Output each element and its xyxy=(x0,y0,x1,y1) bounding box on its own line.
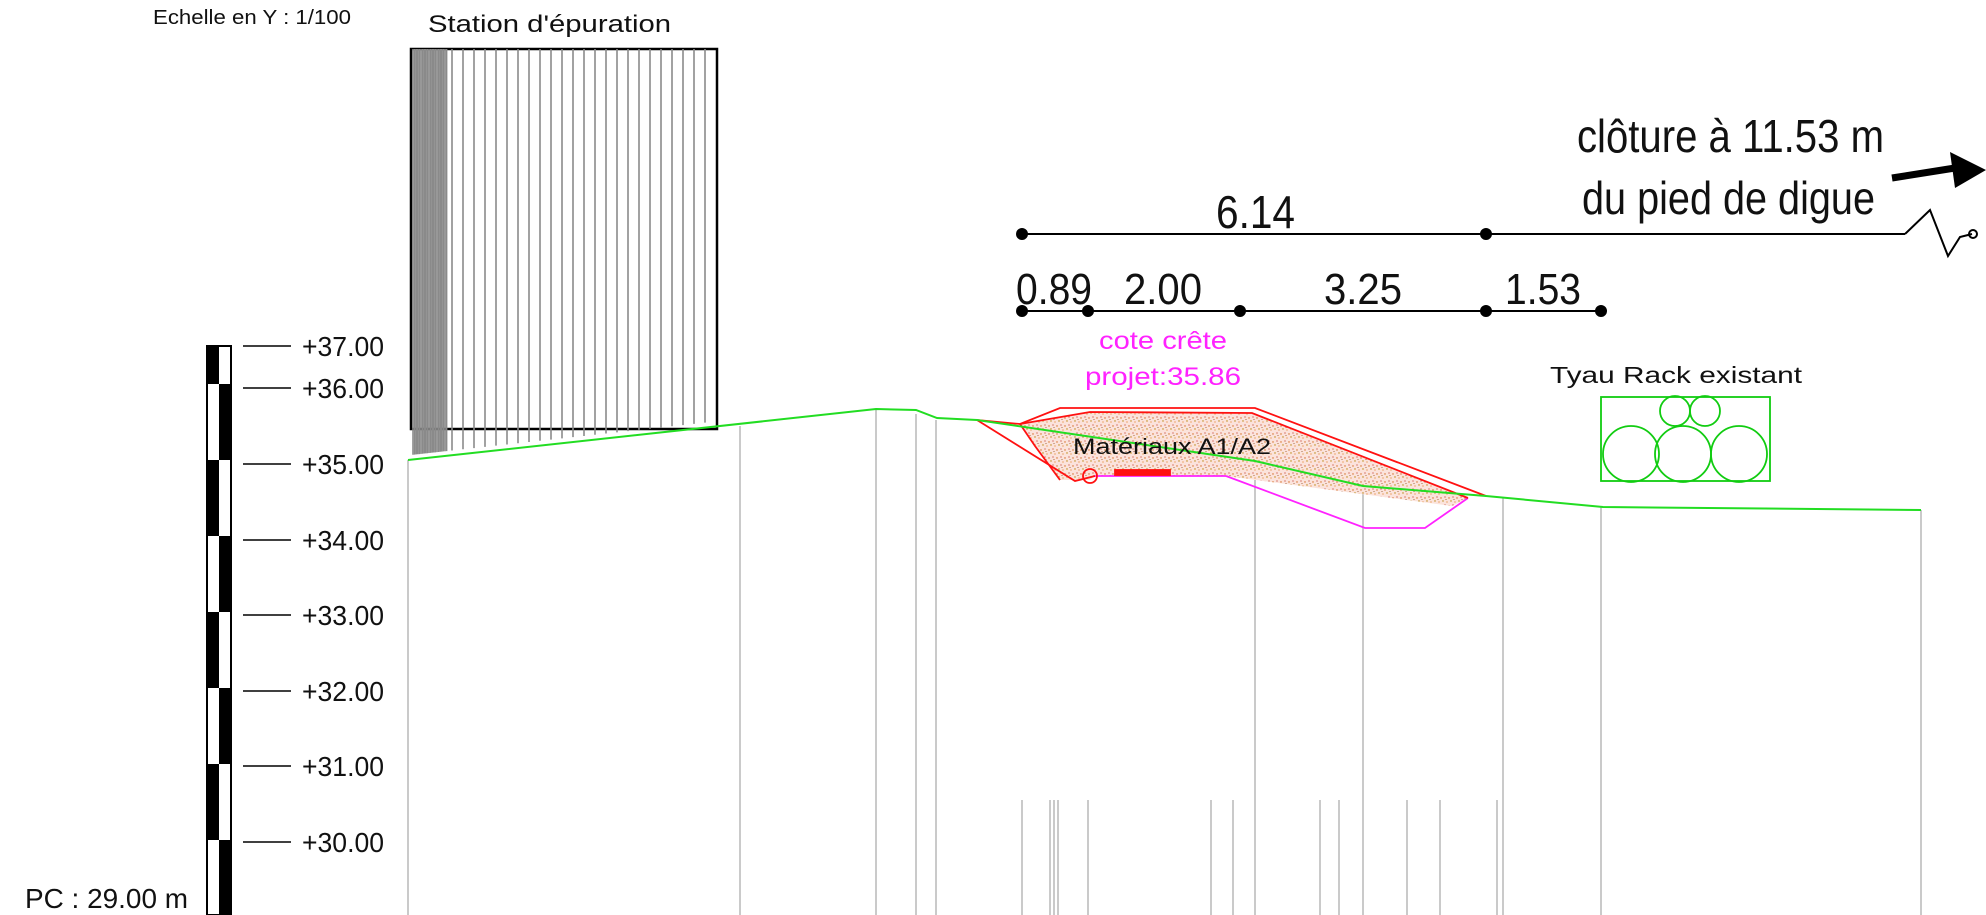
elevation-tick-label: +37.00 xyxy=(302,331,384,362)
dimension-segment: 2.00 xyxy=(1124,265,1202,314)
dimension-segment: 1.53 xyxy=(1505,265,1581,314)
elevation-tick-label: +32.00 xyxy=(302,676,384,707)
station-label: Station d'épuration xyxy=(428,11,671,38)
elevation-tick-label: +34.00 xyxy=(302,525,384,556)
scale-label: Echelle en Y : 1/100 xyxy=(153,7,351,29)
dimension-lines xyxy=(1016,208,1978,317)
dimension-segment: 0.89 xyxy=(1016,265,1092,314)
elevation-tick-label: +35.00 xyxy=(302,449,384,480)
elevation-tick-label: +30.00 xyxy=(302,827,384,858)
fence-note-line1: clôture à 11.53 m xyxy=(1577,110,1884,162)
dike-outline xyxy=(976,407,1487,499)
natural-terrain-line xyxy=(407,407,1922,511)
crest-label-line2: projet:35.86 xyxy=(1085,363,1241,391)
elevation-tick-label: +33.00 xyxy=(302,600,384,631)
pipe-rack xyxy=(1600,395,1771,483)
station-building xyxy=(409,47,719,455)
pipe-rack-label: Tyau Rack existant xyxy=(1550,362,1803,388)
material-label: Matériaux A1/A2 xyxy=(1073,434,1271,459)
crest-label-line1: cote crête xyxy=(1099,327,1227,355)
elevation-scale-bar xyxy=(206,345,232,915)
excavation-line xyxy=(1225,475,1469,529)
elevation-ticks xyxy=(243,345,291,843)
dimension-segment: 3.25 xyxy=(1324,265,1402,314)
section-verticals xyxy=(407,410,1922,915)
dimension-total: 6.14 xyxy=(1216,186,1295,238)
fence-direction-arrow xyxy=(1891,152,1986,188)
fence-note-line2: du pied de digue xyxy=(1582,172,1875,224)
reference-level-label: PC : 29.00 m xyxy=(25,883,188,914)
elevation-tick-label: +36.00 xyxy=(302,373,384,404)
elevation-tick-label: +31.00 xyxy=(302,751,384,782)
